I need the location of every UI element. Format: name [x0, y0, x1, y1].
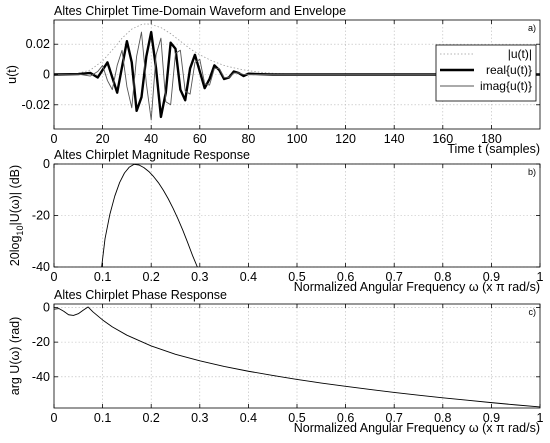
x-tick-label: 0.6 — [337, 270, 354, 284]
panel-tag: b) — [528, 167, 536, 177]
x-tick-label: 0.1 — [94, 270, 111, 284]
y-axis-label-prefix: 20log — [8, 236, 22, 267]
legend-entry: imag{u(t)} — [480, 79, 532, 93]
y-tick-label: -20 — [32, 209, 50, 223]
x-tick-label: 160 — [432, 132, 453, 146]
y-axis-label-suffix: |U(ω)| (dB) — [8, 165, 22, 226]
x-axis-label-unit: ω (x π rad/s) — [465, 280, 540, 294]
y-tick-label: -20 — [32, 335, 50, 349]
y-axis-label: 20log10|U(ω)| (dB) — [8, 165, 25, 266]
y-axis-label-text: u(t) — [5, 65, 19, 84]
y-axis-label-subscript: 10 — [15, 226, 25, 236]
x-axis-label-main: Normalized Angular Frequency — [294, 280, 466, 294]
x-tick-label: 40 — [144, 132, 158, 146]
x-tick-label: 0.5 — [288, 270, 305, 284]
panel-tag: c) — [529, 307, 537, 317]
x-tick-label: 120 — [335, 132, 356, 146]
x-tick-label: 0.3 — [191, 411, 208, 425]
y-axis-label: u(t) — [5, 65, 19, 84]
x-tick-label: 100 — [287, 132, 308, 146]
x-axis-label: Normalized Angular Frequency ω (x π rad/… — [294, 421, 540, 435]
legend-box — [435, 44, 537, 102]
y-tick-label: 0.02 — [26, 37, 50, 51]
x-tick-label: 0.3 — [191, 270, 208, 284]
y-axis-label: arg U(ω) (rad) — [8, 317, 22, 396]
legend-entry: real{u(t)} — [486, 63, 532, 77]
series-line-0 — [101, 164, 198, 267]
series-line-0 — [54, 306, 540, 408]
chart-title: Altes Chirplet Phase Response — [54, 288, 227, 302]
x-tick-label: 0.9 — [483, 411, 500, 425]
y-tick-label: 0 — [43, 300, 50, 314]
x-tick-label: 0.9 — [483, 270, 500, 284]
y-tick-label: -0.02 — [22, 98, 51, 112]
y-tick-label: 0 — [43, 68, 50, 82]
x-tick-label: 0.6 — [337, 411, 354, 425]
x-axis-label: Time t (samples) — [447, 142, 540, 156]
x-tick-label: 0 — [51, 132, 58, 146]
x-tick-label: 0.8 — [434, 270, 451, 284]
x-tick-label: 20 — [96, 132, 110, 146]
x-tick-label: 140 — [384, 132, 405, 146]
x-tick-label: 60 — [193, 132, 207, 146]
x-tick-label: 0.4 — [240, 270, 257, 284]
x-tick-label: 0.2 — [143, 270, 160, 284]
y-tick-label: -40 — [32, 260, 50, 274]
x-tick-label: 1 — [537, 411, 544, 425]
y-tick-label: 0 — [43, 157, 50, 171]
x-tick-label: 0.2 — [143, 411, 160, 425]
legend-entry: |u(t)| — [508, 47, 532, 61]
series-line-0 — [54, 23, 540, 75]
legend: |u(t)| real{u(t)} imag{u(t)} — [435, 44, 537, 102]
x-tick-label: 0 — [51, 270, 58, 284]
chart-title: Altes Chirplet Magnitude Response — [54, 148, 250, 162]
x-tick-label: 0 — [51, 411, 58, 425]
panel-tag: a) — [528, 23, 536, 33]
x-axis-label-main: Normalized Angular Frequency — [294, 421, 466, 435]
x-tick-label: 0.7 — [386, 411, 403, 425]
x-tick-label: 0.1 — [94, 411, 111, 425]
series-line-2 — [54, 31, 540, 121]
x-tick-label: 0.7 — [386, 270, 403, 284]
panel-1: 0 0.1 0.2 0.3 0.4 0.5 0.6 0.7 0.8 0.9 1 -40 -20 0 Alte… — [8, 148, 544, 294]
y-tick-label: -40 — [32, 370, 50, 384]
x-axis-label: Normalized Angular Frequency ω (x π rad/… — [294, 280, 540, 294]
x-tick-label: 0.4 — [240, 411, 257, 425]
x-tick-label: 0.8 — [434, 411, 451, 425]
panel-2: 0 0.1 0.2 0.3 0.4 0.5 0.6 0.7 0.8 0.9 1 -40 -20 0 Alte… — [8, 288, 544, 435]
x-axis-label-unit: ω (x π rad/s) — [465, 421, 540, 435]
chart-title: Altes Chirplet Time-Domain Waveform and … — [54, 4, 346, 18]
x-tick-label: 1 — [537, 270, 544, 284]
y-axis-label-text: arg U(ω) (rad) — [8, 317, 22, 396]
x-tick-label: 0.5 — [288, 411, 305, 425]
panel-0: 0 20 40 60 80 100 120 140 160 180 -0.02 0 0.02 Altes … — [5, 4, 541, 156]
x-tick-label: 180 — [481, 132, 502, 146]
x-axis-label-main: Time t (samples) — [447, 142, 540, 156]
x-tick-label: 80 — [241, 132, 255, 146]
